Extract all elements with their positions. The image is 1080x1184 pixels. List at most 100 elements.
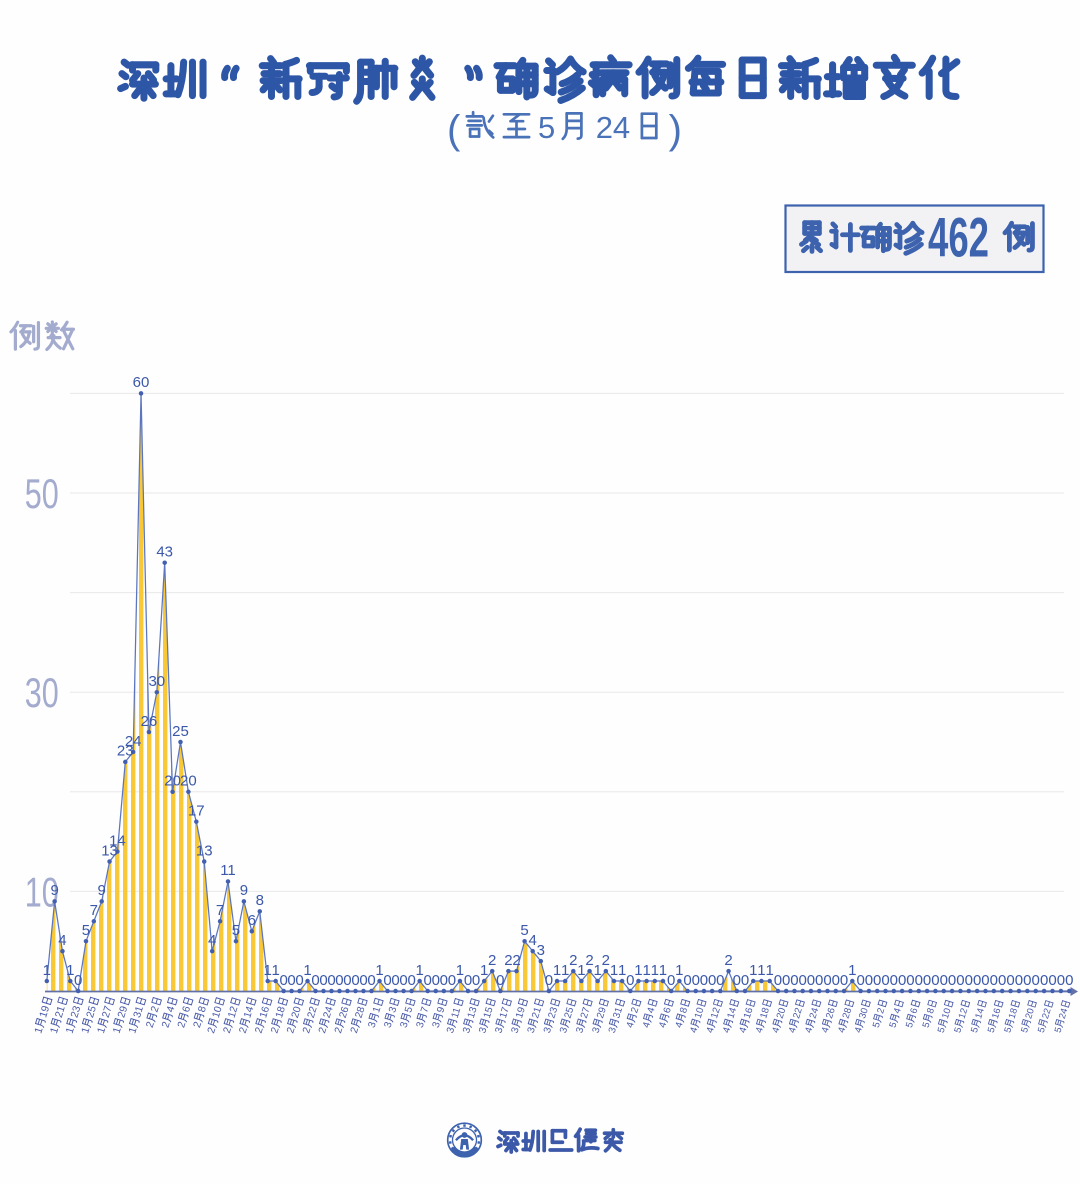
svg-text:0: 0	[774, 972, 782, 989]
svg-text:2: 2	[585, 952, 593, 969]
svg-text:0: 0	[295, 972, 303, 989]
svg-text:0: 0	[496, 972, 504, 989]
svg-text:1: 1	[456, 962, 464, 979]
svg-text:5: 5	[904, 1021, 916, 1029]
svg-text:4: 4	[892, 1006, 904, 1015]
svg-text:1: 1	[66, 962, 74, 979]
svg-text:3: 3	[399, 1020, 411, 1029]
svg-text:12: 12	[957, 1007, 971, 1020]
svg-text:9: 9	[50, 882, 58, 899]
svg-text:5: 5	[403, 1005, 415, 1014]
svg-text:6: 6	[181, 1005, 193, 1014]
svg-text:2: 2	[512, 952, 520, 969]
svg-text:1: 1	[48, 1026, 61, 1035]
svg-text:0: 0	[1057, 972, 1065, 989]
svg-text:1: 1	[64, 1026, 77, 1035]
svg-text:7: 7	[90, 902, 98, 919]
svg-text:0: 0	[741, 972, 749, 989]
svg-text:0: 0	[343, 972, 351, 989]
svg-text:4: 4	[641, 1020, 653, 1029]
svg-text:26: 26	[338, 1005, 352, 1019]
svg-text:5: 5	[232, 922, 240, 939]
svg-text:462: 462	[928, 206, 989, 269]
svg-text:0: 0	[865, 972, 873, 989]
svg-text:8: 8	[678, 1006, 690, 1015]
svg-text:1: 1	[415, 962, 423, 979]
svg-text:0: 0	[990, 972, 998, 989]
svg-text:4: 4	[770, 1025, 782, 1034]
svg-text:24: 24	[322, 1005, 336, 1019]
svg-text:1: 1	[271, 962, 279, 979]
svg-text:25: 25	[172, 723, 189, 740]
svg-text:5: 5	[82, 922, 90, 939]
svg-text:28: 28	[354, 1005, 368, 1019]
svg-text:0: 0	[448, 972, 456, 989]
svg-text:5: 5	[887, 1021, 899, 1029]
svg-text:0: 0	[432, 972, 440, 989]
svg-text:2: 2	[285, 1026, 297, 1035]
svg-text:20: 20	[164, 773, 181, 790]
svg-text:1: 1	[264, 962, 272, 979]
svg-text:4: 4	[58, 932, 66, 949]
svg-text:0: 0	[335, 972, 343, 989]
svg-text:5: 5	[921, 1021, 933, 1029]
svg-text:16: 16	[742, 1006, 756, 1020]
svg-text:25: 25	[563, 1006, 577, 1020]
svg-text:4: 4	[165, 1005, 177, 1014]
svg-text:1: 1	[610, 962, 618, 979]
svg-text:13: 13	[196, 842, 213, 859]
svg-text:2: 2	[629, 1006, 641, 1014]
svg-text:28: 28	[841, 1007, 855, 1020]
svg-text:1: 1	[32, 1026, 45, 1035]
svg-text:21: 21	[530, 1005, 544, 1019]
svg-text:0: 0	[1006, 972, 1014, 989]
svg-text:24: 24	[596, 110, 630, 145]
svg-text:1: 1	[79, 1026, 92, 1035]
svg-text:20: 20	[1023, 1007, 1036, 1020]
svg-text:0: 0	[716, 972, 724, 989]
svg-text:0: 0	[906, 972, 914, 989]
svg-text:20: 20	[775, 1006, 789, 1019]
svg-text:2: 2	[317, 1026, 329, 1035]
svg-text:22: 22	[1040, 1007, 1053, 1020]
svg-text:5: 5	[538, 110, 555, 145]
svg-text:0: 0	[464, 972, 472, 989]
svg-text:5: 5	[936, 1026, 948, 1034]
svg-text:2: 2	[301, 1026, 313, 1035]
svg-text:0: 0	[807, 972, 815, 989]
svg-text:0: 0	[319, 972, 327, 989]
svg-text:4: 4	[208, 932, 216, 949]
svg-text:2: 2	[504, 952, 512, 969]
svg-text:1: 1	[112, 1026, 124, 1035]
svg-text:3: 3	[383, 1020, 395, 1029]
svg-text:0: 0	[359, 972, 367, 989]
svg-text:5: 5	[871, 1021, 883, 1029]
svg-text:0: 0	[74, 972, 82, 989]
svg-text:2: 2	[349, 1026, 361, 1035]
svg-text:60: 60	[133, 374, 150, 391]
svg-text:25: 25	[84, 1004, 99, 1019]
svg-text:3: 3	[537, 942, 545, 959]
svg-text:2: 2	[176, 1020, 188, 1029]
svg-text:1: 1	[43, 962, 51, 979]
svg-text:3: 3	[415, 1020, 427, 1029]
svg-text:50: 50	[25, 470, 59, 517]
svg-text:9: 9	[98, 882, 106, 899]
svg-text:0: 0	[790, 972, 798, 989]
svg-text:7: 7	[419, 1005, 431, 1014]
svg-text:26: 26	[141, 713, 158, 730]
svg-text:3: 3	[493, 1026, 505, 1035]
svg-text:2: 2	[160, 1020, 172, 1029]
svg-text:5: 5	[1053, 1026, 1064, 1034]
svg-text:24: 24	[1057, 1007, 1070, 1020]
svg-text:0: 0	[873, 972, 881, 989]
svg-text:0: 0	[287, 972, 295, 989]
svg-text:17: 17	[188, 802, 205, 819]
svg-text:3: 3	[367, 1020, 379, 1029]
svg-text:0: 0	[399, 972, 407, 989]
svg-text:27: 27	[100, 1004, 115, 1019]
svg-text:0: 0	[832, 972, 840, 989]
svg-text:11: 11	[450, 1006, 464, 1020]
svg-text:0: 0	[692, 972, 700, 989]
svg-text:2: 2	[875, 1007, 887, 1015]
